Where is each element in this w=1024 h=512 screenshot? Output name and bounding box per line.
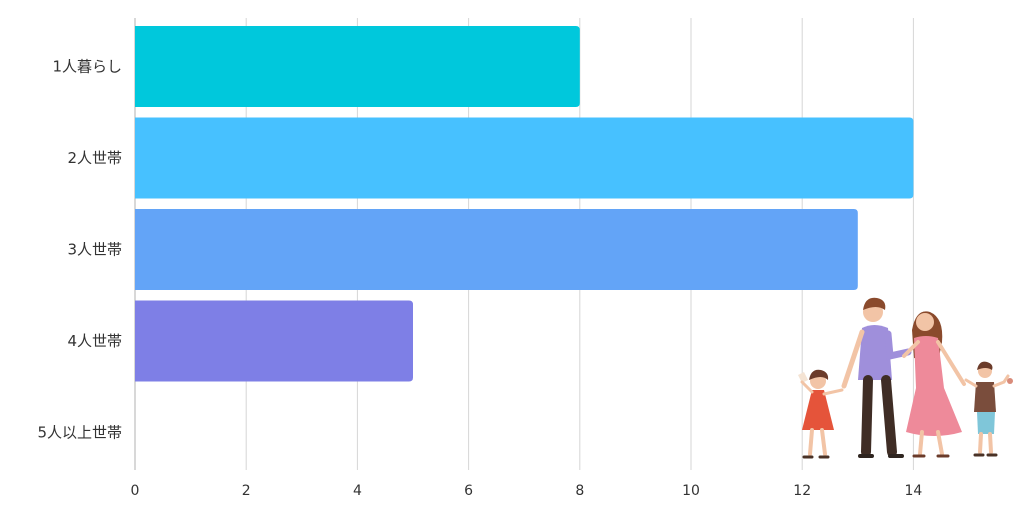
x-tick-label: 8 bbox=[575, 483, 584, 499]
x-tick-label: 14 bbox=[904, 483, 922, 499]
x-tick-label: 10 bbox=[682, 483, 700, 499]
x-tick-label: 2 bbox=[242, 483, 251, 499]
boy-figure-icon bbox=[964, 361, 1013, 457]
bar-1 bbox=[135, 26, 580, 107]
category-label: 1人暮らし bbox=[52, 58, 122, 76]
x-tick-label: 6 bbox=[464, 483, 473, 499]
x-tick-label: 0 bbox=[131, 483, 140, 499]
x-tick-label: 4 bbox=[353, 483, 362, 499]
bar-layer bbox=[135, 26, 914, 382]
label-layer: 0 2 4 6 8 10 12 14 1人暮らし 2人世帯 3人世帯 4人世帯 5人以上世帯 bbox=[37, 58, 922, 500]
bar-3 bbox=[135, 209, 858, 290]
bar-4 bbox=[135, 300, 413, 382]
x-tick-label: 12 bbox=[793, 483, 811, 499]
category-label: 5人以上世帯 bbox=[37, 424, 122, 442]
bar-2 bbox=[135, 117, 914, 199]
category-label: 2人世帯 bbox=[67, 149, 122, 167]
category-label: 3人世帯 bbox=[67, 241, 122, 259]
woman-figure-icon bbox=[902, 311, 966, 458]
girl-figure-icon bbox=[798, 369, 844, 459]
man-figure-icon bbox=[841, 297, 912, 458]
family-illustration-icon bbox=[798, 297, 1013, 459]
category-label: 4人世帯 bbox=[67, 332, 122, 350]
